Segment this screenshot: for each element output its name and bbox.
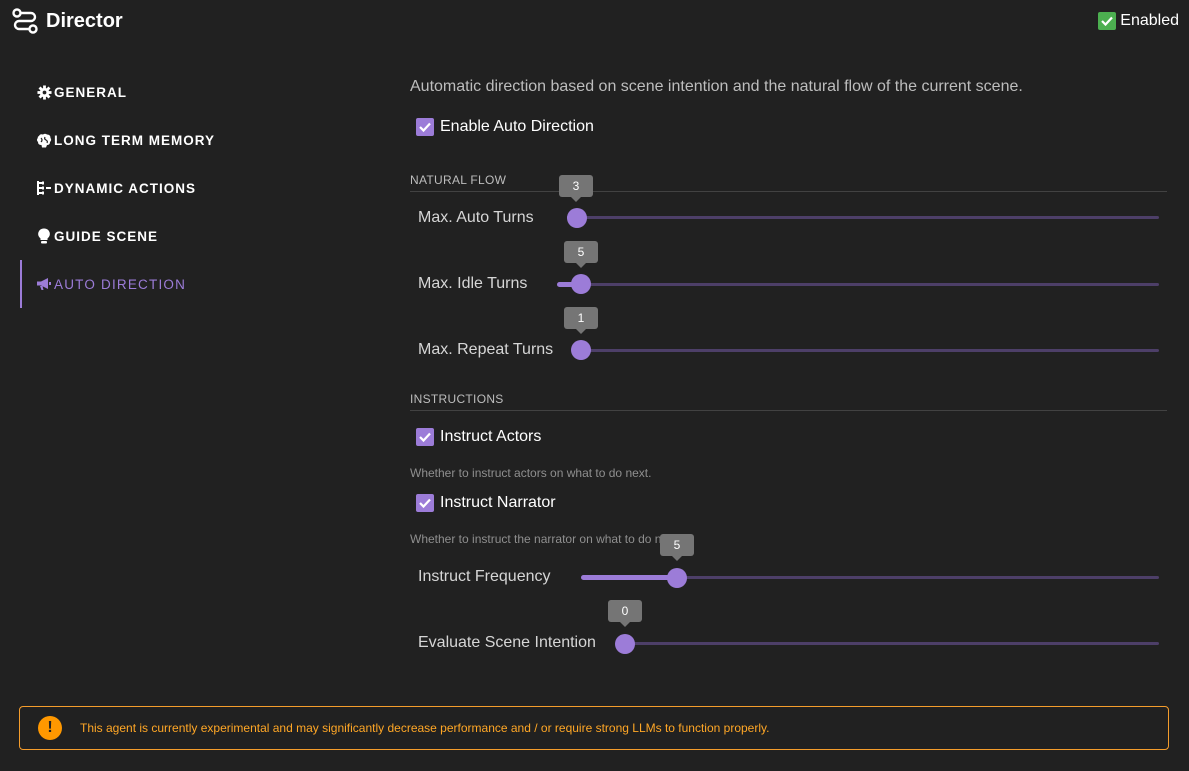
slider-value-bubble: 5 — [660, 534, 694, 561]
checkbox-label: Instruct Narrator — [440, 494, 556, 511]
section-heading-natural-flow: NATURAL FLOW — [410, 173, 1167, 192]
section-heading-instructions: INSTRUCTIONS — [410, 392, 1167, 411]
experimental-warning-alert: ! This agent is currently experimental a… — [19, 706, 1169, 750]
max-auto-turns-slider-thumb[interactable] — [567, 208, 587, 228]
sidebar-item-auto-direction[interactable]: AUTO DIRECTION — [20, 260, 382, 308]
megaphone-icon — [36, 276, 52, 292]
slider-label: Max. Auto Turns — [418, 209, 534, 226]
sidebar-item-label: DYNAMIC ACTIONS — [54, 180, 196, 196]
slider-track[interactable] — [557, 283, 1159, 286]
max-idle-turns-slider-thumb[interactable] — [571, 274, 591, 294]
sidebar-item-label: LONG TERM MEMORY — [54, 132, 215, 148]
slider-value-bubble: 5 — [564, 241, 598, 268]
slider-value-bubble: 0 — [608, 600, 642, 627]
sidebar-item-long-term-memory[interactable]: LONG TERM MEMORY — [20, 120, 380, 160]
slider-fill — [581, 575, 677, 580]
instruct-narrator-hint: Whether to instruct the narrator on what… — [410, 532, 681, 546]
page-title: Director — [46, 9, 123, 32]
app-title: Director — [12, 6, 123, 36]
instruct-narrator-checkbox[interactable]: Instruct Narrator — [416, 494, 556, 512]
warning-text: This agent is currently experimental and… — [80, 721, 770, 735]
checkbox-label: Enable Auto Direction — [440, 118, 594, 135]
instruct-actors-hint: Whether to instruct actors on what to do… — [410, 466, 652, 480]
slider-track[interactable] — [625, 642, 1159, 645]
section-description: Automatic direction based on scene inten… — [410, 78, 1023, 95]
max-repeat-turns-slider-thumb[interactable] — [571, 340, 591, 360]
slider-value-bubble: 1 — [564, 307, 598, 334]
evaluate-scene-intention-slider-thumb[interactable] — [615, 634, 635, 654]
instruct-actors-checkbox[interactable]: Instruct Actors — [416, 428, 541, 446]
slider-label: Instruct Frequency — [418, 568, 551, 585]
gear-icon — [36, 84, 52, 100]
checkbox-label: Instruct Actors — [440, 428, 542, 445]
checkmark-icon — [1098, 12, 1117, 30]
slider-value-bubble: 3 — [559, 175, 593, 202]
slider-fill — [557, 282, 581, 287]
instruct-frequency-slider-thumb[interactable] — [667, 568, 687, 588]
sidebar-item-dynamic-actions[interactable]: DYNAMIC ACTIONS — [20, 168, 380, 208]
slider-track[interactable] — [581, 349, 1159, 352]
sidebar-item-label: AUTO DIRECTION — [54, 276, 187, 292]
slider-label: Max. Idle Turns — [418, 275, 528, 292]
slider-label: Evaluate Scene Intention — [418, 634, 596, 651]
enable-auto-direction-checkbox[interactable]: Enable Auto Direction — [416, 118, 594, 136]
exclamation-icon: ! — [38, 716, 62, 740]
checkmark-icon — [416, 428, 434, 446]
slider-label: Max. Repeat Turns — [418, 341, 554, 358]
slider-track[interactable] — [567, 216, 1159, 219]
director-logo-icon — [12, 8, 38, 34]
enabled-checkbox[interactable]: Enabled — [1098, 12, 1179, 30]
checkmark-icon — [416, 494, 434, 512]
sidebar-item-general[interactable]: GENERAL — [20, 72, 380, 112]
brain-icon — [36, 132, 52, 148]
enabled-label: Enabled — [1120, 12, 1179, 29]
sidebar-item-guide-scene[interactable]: GUIDE SCENE — [20, 216, 380, 256]
slider-track[interactable] — [581, 576, 1159, 579]
lightbulb-icon — [36, 228, 52, 244]
flow-icon — [36, 180, 52, 196]
sidebar-item-label: GUIDE SCENE — [54, 228, 159, 244]
sidebar-item-label: GENERAL — [54, 84, 128, 100]
checkmark-icon — [416, 118, 434, 136]
